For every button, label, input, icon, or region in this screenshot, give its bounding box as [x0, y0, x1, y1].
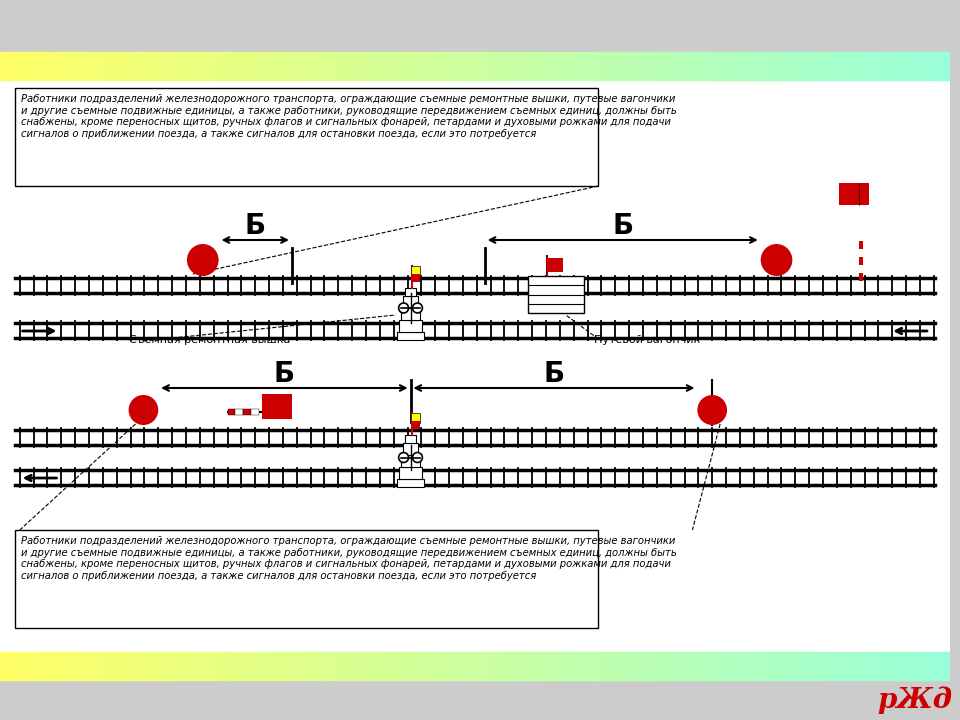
Bar	[404, 288, 417, 296]
Bar	[400, 308, 420, 320]
Text: Работники подразделений железнодорожного транспорта, ограждающие съемные ремонтн: Работники подразделений железнодорожного…	[21, 94, 677, 139]
Bar	[0, 0, 949, 52]
Circle shape	[129, 395, 158, 425]
Bar	[411, 274, 420, 282]
Bar	[0, 680, 949, 720]
Text: Путевой вагончик: Путевой вагончик	[593, 335, 700, 345]
Bar	[262, 394, 292, 419]
Bar	[411, 421, 420, 429]
Text: Работники подразделений железнодорожного транспорта, ограждающие съемные ремонтн: Работники подразделений железнодорожного…	[21, 536, 677, 581]
Circle shape	[413, 452, 422, 462]
Circle shape	[760, 244, 792, 276]
Bar	[404, 435, 417, 443]
Circle shape	[413, 303, 422, 313]
Bar	[402, 296, 419, 308]
Bar	[14, 530, 598, 628]
Bar	[858, 257, 863, 265]
Bar	[396, 332, 424, 340]
Bar	[858, 265, 863, 273]
Bar	[398, 467, 422, 479]
Bar	[398, 320, 422, 332]
Circle shape	[697, 395, 727, 425]
Circle shape	[398, 303, 409, 313]
Bar	[396, 479, 424, 487]
Bar	[402, 443, 419, 455]
Text: Б: Б	[612, 212, 634, 240]
Text: рЖд: рЖд	[877, 686, 952, 714]
Bar	[243, 409, 252, 415]
Bar	[0, 80, 949, 652]
Bar	[858, 233, 863, 241]
Bar	[858, 249, 863, 257]
Bar	[14, 88, 598, 186]
Text: Съемная ремонтная вышка: Съемная ремонтная вышка	[129, 335, 290, 345]
Bar	[839, 183, 869, 205]
Bar	[400, 455, 420, 467]
Bar	[228, 409, 235, 415]
Bar	[411, 413, 420, 423]
Bar	[547, 258, 563, 272]
Bar	[411, 266, 420, 276]
Text: Б: Б	[543, 360, 564, 388]
Bar	[858, 241, 863, 249]
Bar	[252, 409, 259, 415]
Circle shape	[398, 452, 409, 462]
Text: Б: Б	[245, 212, 266, 240]
Text: Б: Б	[274, 360, 295, 388]
Bar	[235, 409, 243, 415]
Bar	[528, 276, 584, 313]
Circle shape	[187, 244, 219, 276]
Bar	[858, 273, 863, 281]
